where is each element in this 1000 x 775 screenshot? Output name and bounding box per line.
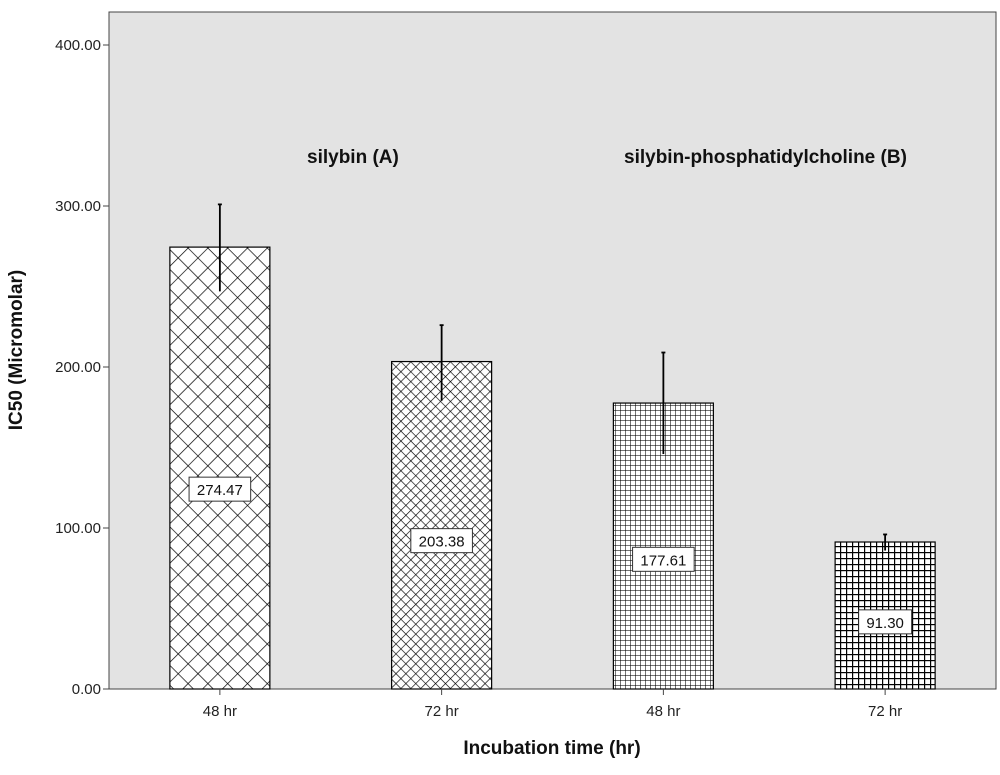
- data-label: 91.30: [866, 615, 904, 632]
- annotation-silybin: silybin (A): [307, 147, 399, 168]
- bar: [169, 246, 271, 690]
- data-label: 274.47: [197, 482, 243, 499]
- y-tick-label: 0.00: [72, 681, 101, 698]
- y-tick-label: 400.00: [55, 37, 101, 54]
- y-tick-label: 100.00: [55, 520, 101, 537]
- x-tick-label: 48 hr: [646, 703, 680, 720]
- data-label-box: [858, 609, 913, 635]
- x-axis-title: Incubation time (hr): [463, 738, 640, 759]
- y-tick-label: 200.00: [55, 359, 101, 376]
- x-tick-label: 72 hr: [868, 703, 902, 720]
- data-label-box: [410, 528, 473, 554]
- y-axis-title: IC50 (Micromolar): [6, 270, 27, 430]
- y-tick-label: 300.00: [55, 198, 101, 215]
- data-label: 203.38: [419, 534, 465, 551]
- x-tick-label: 48 hr: [203, 703, 237, 720]
- bars-group: 274.47 203.38 177.61 91.30: [169, 203, 936, 690]
- annotation-silybin-phosphatidylcholine: silybin-phosphatidylcholine (B): [624, 147, 907, 168]
- y-axis: 0.00 100.00 200.00 300.00 400.00: [55, 37, 109, 698]
- data-label-box: [188, 476, 252, 502]
- data-label-box: [632, 546, 695, 572]
- x-tick-label: 72 hr: [425, 703, 459, 720]
- bar: [391, 360, 493, 690]
- data-label: 177.61: [640, 552, 686, 569]
- x-axis: 48 hr 72 hr 48 hr 72 hr: [203, 689, 902, 720]
